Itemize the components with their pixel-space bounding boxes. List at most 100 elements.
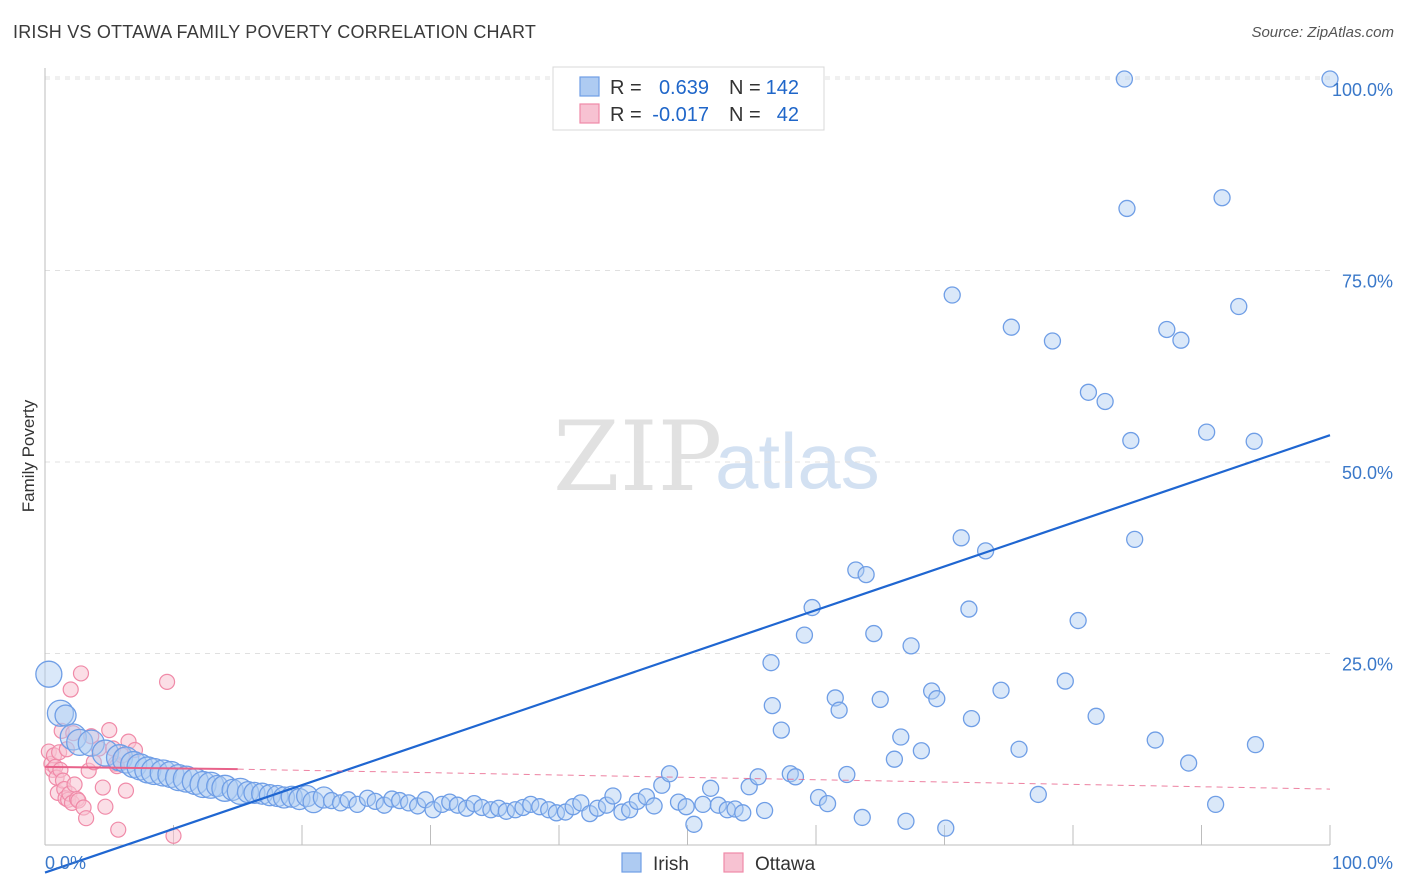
irish-point <box>781 765 799 783</box>
irish-point <box>1245 432 1263 450</box>
legend: R = 0.639 N = 142 R = -0.017 N = 42 <box>552 66 825 131</box>
irish-point <box>818 794 837 813</box>
irish-point <box>547 804 566 822</box>
x-tick-label: 0.0% <box>45 853 86 873</box>
ottawa-point <box>66 776 83 793</box>
ottawa-point <box>97 798 114 815</box>
irish-trend-line <box>44 434 1331 874</box>
legend-n-value-irish: 142 <box>766 77 799 99</box>
irish-point <box>1118 199 1136 218</box>
irish-point <box>588 799 607 817</box>
ottawa-point <box>101 721 118 739</box>
watermark-zip: ZIP <box>553 401 722 513</box>
ottawa-point <box>110 821 127 838</box>
irish-point <box>1096 392 1114 411</box>
irish-point <box>1056 672 1074 690</box>
irish-point <box>295 784 319 808</box>
irish-point <box>1172 331 1190 349</box>
legend-swatch-ottawa <box>579 103 600 124</box>
irish-point <box>1158 320 1176 339</box>
irish-point <box>992 681 1010 699</box>
y-tick-label: 25.0% <box>1342 655 1393 675</box>
chart-title: IRISH VS OTTAWA FAMILY POVERTY CORRELATI… <box>13 22 537 42</box>
bottom-legend-swatch-irish <box>621 852 642 873</box>
irish-series <box>35 70 1339 837</box>
irish-point <box>694 795 712 814</box>
irish-point <box>531 798 549 816</box>
legend-r-value-ottawa: -0.017 <box>652 104 709 126</box>
ottawa-point <box>62 681 79 698</box>
irish-point <box>960 600 978 618</box>
irish-point <box>902 637 920 655</box>
irish-point <box>424 801 442 819</box>
irish-point <box>1115 70 1134 88</box>
irish-point <box>1043 332 1062 350</box>
irish-point <box>952 529 970 547</box>
grid <box>45 76 1330 654</box>
irish-point <box>1126 530 1144 549</box>
y-tick-label: 75.0% <box>1342 272 1393 292</box>
irish-point <box>943 286 961 304</box>
bottom-legend-irish: Irish <box>653 854 689 875</box>
irish-point <box>1206 795 1225 814</box>
bottom-legend-ottawa: Ottawa <box>755 854 816 875</box>
irish-point <box>677 798 695 816</box>
irish-point <box>928 690 946 708</box>
irish-point <box>1069 611 1087 630</box>
irish-point <box>1213 189 1231 207</box>
irish-point <box>871 690 889 709</box>
irish-point <box>755 801 774 820</box>
y-tick-label: 50.0% <box>1342 463 1393 483</box>
axes <box>44 68 1331 846</box>
irish-point <box>763 696 781 715</box>
irish-point <box>1079 383 1098 401</box>
irish-point <box>597 796 616 814</box>
irish-point <box>892 728 910 746</box>
legend-swatch-irish <box>579 76 600 97</box>
irish-point <box>1146 731 1164 749</box>
irish-point <box>149 759 177 787</box>
watermark-atlas: atlas <box>715 417 880 505</box>
irish-point <box>749 768 767 786</box>
irish-point <box>448 796 467 814</box>
irish-point <box>937 819 955 837</box>
irish-point <box>865 624 883 643</box>
irish-point <box>762 654 780 672</box>
irish-point <box>847 561 865 579</box>
irish-point <box>645 797 663 815</box>
irish-point <box>853 808 871 827</box>
y-axis-label: Family Poverty <box>19 399 38 512</box>
irish-point <box>348 795 366 814</box>
irish-point <box>709 796 727 814</box>
irish-point <box>1246 736 1265 754</box>
irish-point <box>54 704 77 727</box>
irish-point <box>912 742 931 760</box>
irish-point <box>838 765 856 784</box>
tick-labels: 25.0% 50.0% 75.0% 100.0% 0.0% 100.0% <box>45 80 1393 873</box>
irish-point <box>962 709 981 728</box>
irish-point <box>734 804 752 822</box>
irish-point <box>66 728 94 757</box>
irish-point <box>35 660 63 688</box>
irish-point <box>1029 785 1047 804</box>
legend-n-label-ottawa: N = <box>729 104 761 126</box>
irish-point <box>885 750 904 768</box>
ottawa-point <box>78 810 95 827</box>
irish-point <box>803 598 821 617</box>
ottawa-point <box>72 665 90 682</box>
legend-r-label-ottawa: R = <box>610 104 642 126</box>
irish-point <box>366 792 384 810</box>
irish-point <box>701 779 720 797</box>
irish-point <box>897 812 915 830</box>
irish-point <box>628 792 647 810</box>
irish-point <box>809 788 828 807</box>
irish-point <box>685 815 703 833</box>
irish-point <box>339 791 357 809</box>
irish-point <box>400 794 418 812</box>
ottawa-point <box>117 782 135 799</box>
legend-r-label-irish: R = <box>610 77 642 99</box>
bottom-legend-swatch-ottawa <box>723 852 744 873</box>
irish-point <box>604 787 622 805</box>
irish-point <box>1010 740 1028 758</box>
